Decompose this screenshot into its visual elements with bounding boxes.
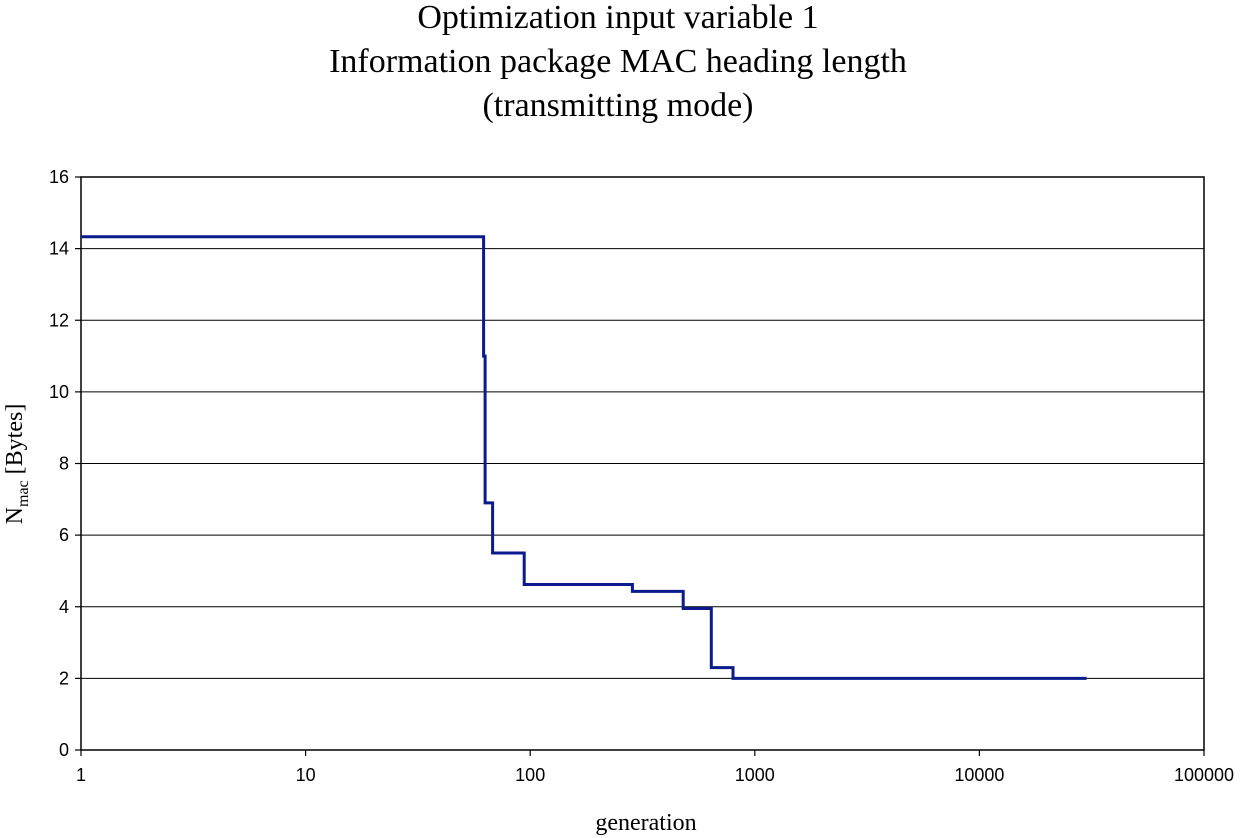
chart-title-line-2: Information package MAC heading length [329,43,907,80]
y-tick-label: 12 [49,310,69,330]
x-tick-label: 100 [515,765,545,785]
y-tick-label: 14 [49,239,69,259]
y-axis-label: Nmac [Bytes] [2,404,32,525]
x-tick-label: 10000 [954,765,1004,785]
y-tick-label: 16 [49,167,69,187]
chart-title-line-3: (transmitting mode) [482,87,753,124]
chart-title: Optimization input variable 1 Informatio… [329,0,907,124]
axis-ticks: 0 2 4 6 8 10 12 14 16 1 10 100 1000 10000 100000 [49,167,1234,785]
series-layer [81,235,1087,680]
x-tick-label: 10 [296,765,316,785]
y-axis-label-subscript: mac [15,480,32,507]
y-tick-label: 4 [59,597,69,617]
y-tick-label: 8 [59,454,69,474]
y-axis-label-main: N [2,507,28,524]
x-axis-label: generation [595,810,696,836]
x-tick-label: 1000 [735,765,775,785]
x-tick-label: 1 [76,765,86,785]
grid-lines [81,248,1204,679]
y-tick-label: 6 [59,525,69,545]
x-tick-label: 100000 [1174,765,1234,785]
y-tick-label: 2 [59,668,69,688]
chart-title-line-1: Optimization input variable 1 [417,0,818,36]
y-tick-label: 0 [59,740,69,760]
y-tick-label: 10 [49,382,69,402]
series-line [81,235,1087,680]
y-axis-label-suffix: [Bytes] [2,404,28,481]
